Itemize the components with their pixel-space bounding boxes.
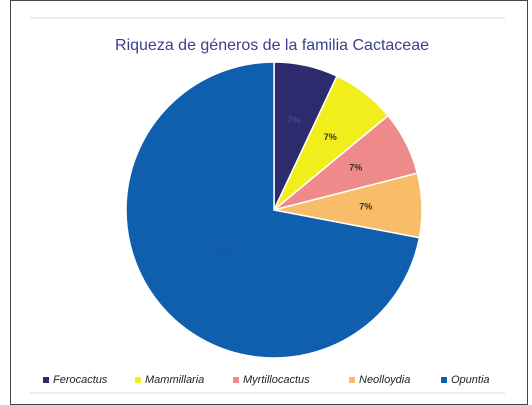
legend-swatch bbox=[43, 377, 49, 383]
legend-label: Mammillaria bbox=[145, 374, 204, 386]
legend-label: Myrtillocactus bbox=[243, 374, 310, 386]
data-label: 7% bbox=[324, 132, 337, 142]
data-label: 7% bbox=[359, 201, 372, 211]
legend-swatch bbox=[135, 377, 141, 383]
legend-swatch bbox=[349, 377, 355, 383]
data-label: 7% bbox=[349, 163, 362, 173]
chart-title: Riqueza de géneros de la familia Cactace… bbox=[115, 37, 429, 54]
data-label: 7% bbox=[288, 115, 301, 125]
legend-label: Ferocactus bbox=[53, 374, 108, 386]
legend-swatch bbox=[233, 377, 239, 383]
legend-label: Opuntia bbox=[451, 374, 490, 386]
legend-label: Neolloydia bbox=[359, 374, 410, 386]
data-label: 72% bbox=[214, 247, 232, 257]
legend-swatch bbox=[441, 377, 447, 383]
pie-slice bbox=[125, 61, 421, 359]
